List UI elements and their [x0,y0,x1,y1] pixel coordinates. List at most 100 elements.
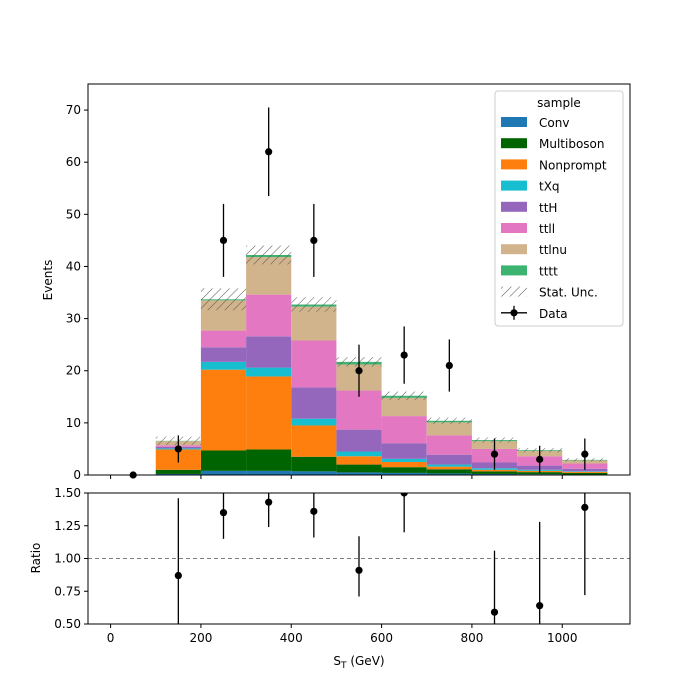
bar-tth-bin-6 [381,443,427,459]
ratio-point-3 [310,507,318,515]
bar-multiboson-bin-8 [471,471,518,474]
ratio-x-tick-label-0: 0 [107,631,115,645]
bar-nonprompt-bin-3 [246,376,292,450]
bar-nonprompt-bin-5 [336,456,382,465]
ratio-panel: 0.50 0.75 1.00 1.25 1.50 0 200 400 600 800 1000 R… [29,486,631,671]
bar-ttll-bin-3 [246,294,292,337]
x-label-subscript: T [340,661,347,671]
bar-multiboson-bin-3 [246,449,292,471]
bar-tth-bin-7 [426,454,472,465]
bar-tth-bin-2 [200,347,247,362]
data-points [129,107,589,479]
legend-title: sample [537,96,581,110]
bar-tth-bin-5 [336,429,382,452]
bar-multiboson-bin-5 [336,464,382,473]
legend-swatch-tth [501,201,527,212]
bar-conv-bin-1 [155,473,201,475]
bar-txq-bin-4 [291,418,337,426]
x-label-unit: (GeV) [347,654,385,668]
bar-nonprompt-bin-6 [381,461,427,468]
main-y-tick-label-70: 70 [66,103,81,117]
legend-swatch-stat-unc [501,286,527,297]
ratio-x-tick-label-800: 800 [460,631,483,645]
bar-txq-bin-5 [336,451,382,457]
stat-unc-band-bin-4 [291,297,337,312]
legend-swatch-conv [501,117,527,127]
ratio-point-8 [581,503,589,512]
ratio-y-tick-label-0.50: 0.50 [54,617,81,631]
ratio-points [174,493,589,624]
legend-label-nonprompt: Nonprompt [539,158,607,172]
data-point-10 [581,450,589,458]
data-point-8 [490,450,499,458]
bar-multiboson-bin-1 [155,469,201,474]
bar-ttlnu-bin-4 [291,306,337,341]
main-y-tick-label-10: 10 [66,416,81,430]
bar-ttll-bin-4 [291,340,337,388]
legend-label-tttt: tttt [539,264,558,278]
bar-nonprompt-bin-4 [291,425,337,457]
ratio-y-tick-label-1.50: 1.50 [54,486,81,500]
bar-ttll-bin-7 [426,435,472,455]
bar-txq-bin-2 [200,361,247,370]
ratio-y-tick-label-1.00: 1.00 [54,552,81,566]
bar-multiboson-bin-7 [426,469,472,474]
ratio-x-tick-label-200: 200 [189,631,212,645]
bar-ttll-bin-5 [336,390,382,430]
bar-nonprompt-bin-8 [471,469,518,472]
legend-swatch-txq [501,180,527,191]
bar-nonprompt-bin-7 [426,466,472,470]
legend-label-ttlnu: ttlnu [539,243,567,257]
data-point-4 [310,236,318,244]
data-point-6 [400,351,408,359]
legend-label-stat-unc: Stat. Unc. [539,286,598,300]
ratio-x-tick-label-1000: 1000 [547,631,578,645]
bar-txq-bin-6 [381,458,427,462]
bar-conv-bin-2 [200,470,247,475]
bar-multiboson-bin-2 [200,450,247,471]
data-point-7 [445,361,453,370]
bar-conv-bin-4 [291,471,337,475]
stat-unc-band-bin-2 [200,288,247,311]
bar-conv-bin-5 [336,472,382,475]
legend-swatch-ttlnu [501,244,527,255]
bar-multiboson-bin-6 [381,467,427,473]
legend: sample Conv Multiboson Nonprompt tXq ttH ttll t… [494,90,624,327]
bar-txq-bin-7 [426,464,472,467]
bar-txq-bin-3 [246,367,292,377]
bar-multiboson-bin-9 [517,472,563,475]
legend-label-multiboson: Multiboson [539,137,605,151]
bar-conv-bin-7 [426,473,472,475]
data-point-5 [355,367,363,375]
main-panel: 0 10 20 30 40 50 60 70 Events sample Conv Multibo… [41,83,631,482]
stat-unc-band-bin-7 [426,417,472,424]
legend-data-marker [510,309,518,317]
data-point-3 [265,148,273,156]
data-point-2 [219,236,228,244]
stat-unc-band-bin-6 [381,391,427,400]
data-point-9 [536,455,544,463]
bar-multiboson-bin-10 [562,472,608,475]
ratio-point-2 [265,498,273,506]
legend-label-tth: ttH [539,201,557,215]
x-label-main: S [333,654,341,668]
main-y-tick-label-20: 20 [66,364,81,378]
ratio-point-4 [355,566,363,574]
ratio-y-tick-label-0.75: 0.75 [54,584,81,598]
bar-nonprompt-bin-10 [562,471,608,473]
legend-swatch-nonprompt [501,159,527,170]
legend-swatch-ttll [501,223,527,233]
main-y-tick-label-40: 40 [66,259,81,273]
legend-label-data: Data [539,307,568,321]
stat-unc-band-bin-3 [246,245,292,265]
bar-tth-bin-4 [291,387,337,419]
main-y-tick-label-50: 50 [66,207,81,221]
bar-conv-bin-3 [246,470,292,475]
legend-label-txq: tXq [539,180,560,194]
bar-multiboson-bin-4 [291,456,337,472]
bar-conv-bin-6 [381,472,427,475]
ratio-y-axis-label: Ratio [29,543,43,574]
legend-swatch-tttt [501,265,527,276]
ratio-point-1 [219,509,228,517]
main-y-tick-label-60: 60 [66,155,81,169]
